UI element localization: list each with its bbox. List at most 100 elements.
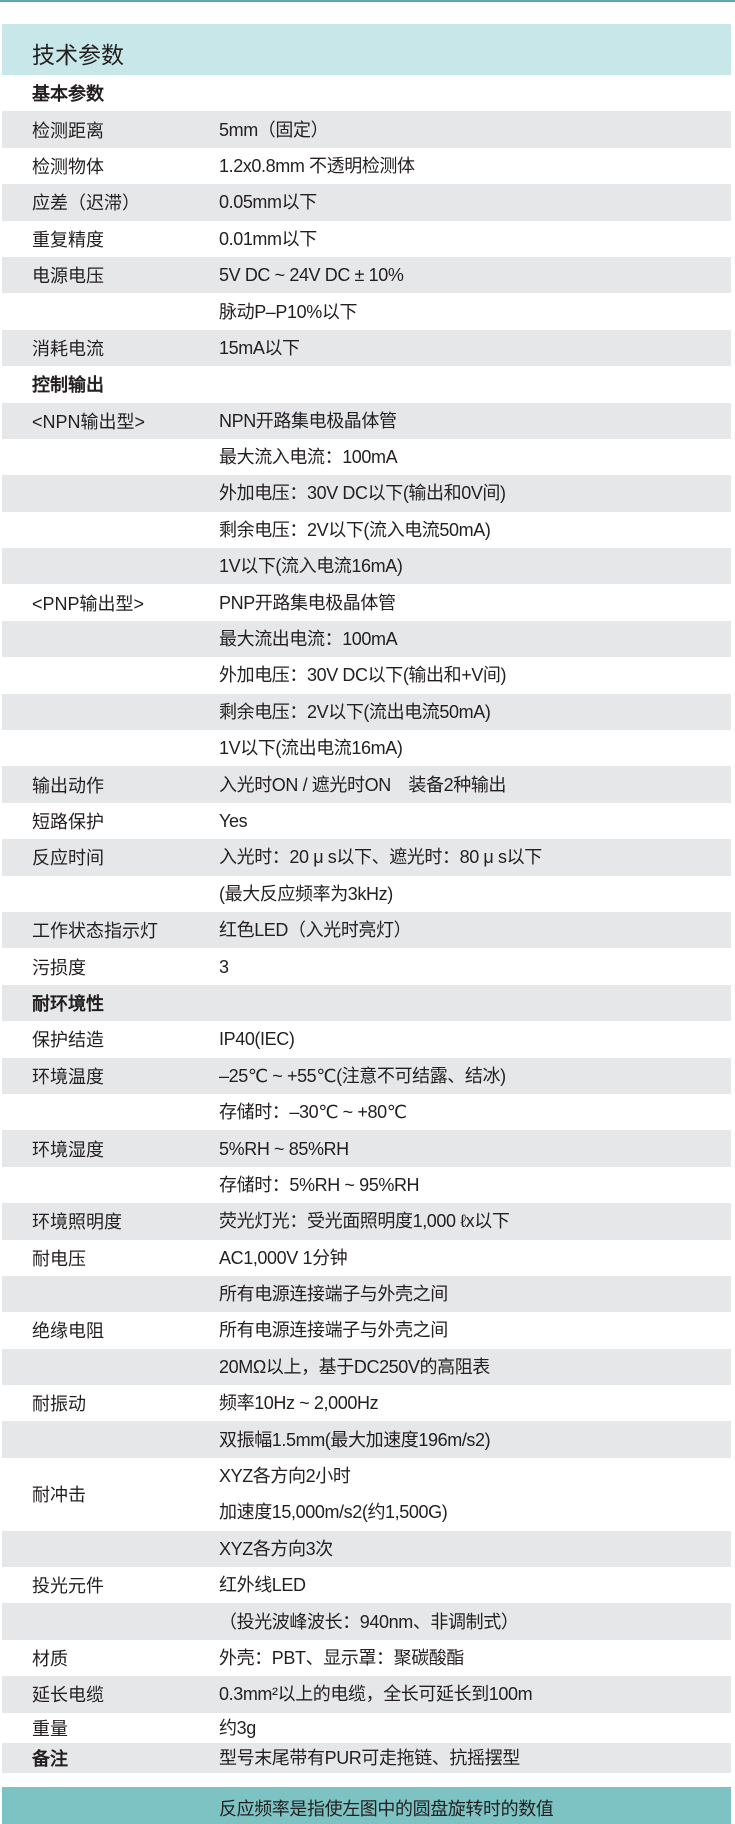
spec-value: 15mA以下 [219, 330, 300, 366]
spec-value-line: PNP开路集电极晶体管 [219, 592, 396, 613]
section-row: 基本参数 [2, 75, 731, 111]
section-title: 基本参数 [32, 84, 104, 105]
section-row: 耐环境性 [2, 984, 731, 1022]
spec-value-line: 20MΩ以上，基于DC250V的高阻表 [219, 1356, 490, 1377]
spec-label: 材质 [32, 1649, 68, 1669]
spec-row: 双振幅1.5mm(最大加速度196m/s2) [2, 1421, 731, 1458]
spec-row: 电源电压 5V DC ~ 24V DC ± 10% [2, 256, 731, 294]
spec-row: 耐冲击 XYZ各方向2小时 加速度15,000m/s2(约1,500G) [2, 1458, 731, 1531]
spec-value: 频率10Hz ~ 2,000Hz [219, 1385, 379, 1421]
spec-row: 存储时：5%RH ~ 95%RH [2, 1167, 731, 1203]
spec-value: 红色LED（入光时亮灯） [219, 912, 412, 948]
spec-row: 所有电源连接端子与外壳之间 [2, 1275, 731, 1313]
spec-value-line: 剩余电压：2V以下(流入电流50mA) [219, 519, 491, 540]
spec-value-line: 最大流入电流：100mA [219, 447, 398, 468]
spec-row: 耐振动 频率10Hz ~ 2,000Hz [2, 1385, 731, 1421]
spec-label: 短路保护 [32, 812, 104, 832]
footer-note-bar: 反应频率是指使左图中的圆盘旋转时的数值 [2, 1787, 731, 1824]
section-title: 备注 [32, 1748, 68, 1769]
spec-label: 应差（迟滞） [32, 193, 140, 214]
spec-value-line: （投光波峰波长：940nm、非调制式） [219, 1611, 519, 1632]
spec-value: XYZ各方向2小时 加速度15,000m/s2(约1,500G) [219, 1458, 448, 1531]
spec-row: 最大流出电流：100mA [2, 620, 731, 658]
spec-value-line: 脉动P–P10%以下 [219, 301, 358, 322]
spec-value: 最大流出电流：100mA [219, 621, 398, 657]
spec-value-line: NPN开路集电极晶体管 [219, 410, 397, 431]
spec-row: 输出动作 入光时ON / 遮光时ON 装备2种输出 [2, 766, 731, 803]
spec-value-line: 5mm（固定） [219, 119, 329, 140]
spec-row: 消耗电流 15mA以下 [2, 329, 731, 367]
spec-value-line: 双振幅1.5mm(最大加速度196m/s2) [219, 1429, 491, 1450]
spec-label: 环境温度 [32, 1066, 104, 1087]
spec-value: 0.01mm以下 [219, 221, 317, 257]
spec-row: 应差（迟滞） 0.05mm以下 [2, 184, 731, 221]
spec-value: 1.2x0.8mm 不透明检测体 [219, 148, 415, 184]
spec-value-line: 最大流出电流：100mA [219, 629, 398, 650]
spec-row: 脉动P–P10%以下 [2, 293, 731, 329]
spec-row: XYZ各方向3次 [2, 1530, 731, 1568]
spec-value: 所有电源连接端子与外壳之间 [219, 1312, 448, 1348]
spec-label: 污损度 [32, 957, 86, 978]
spec-label: 检测物体 [32, 156, 104, 177]
spec-value: 5mm（固定） [219, 111, 329, 147]
spec-table: 基本参数检测距离 5mm（固定） 检测物体 1.2x0.8mm 不透明检测体应差（迟滞… [2, 75, 731, 1773]
spec-value: 外壳：PBT、显示罩：聚碳酸酯 [219, 1640, 464, 1676]
spec-value: 0.05mm以下 [219, 184, 317, 220]
spec-value: 约3g [219, 1713, 256, 1743]
spec-value-line: (最大反应频率为3kHz) [219, 883, 393, 904]
spec-value-line: 红外线LED [219, 1575, 306, 1596]
spec-value-line: 外壳：PBT、显示罩：聚碳酸酯 [219, 1648, 465, 1668]
spec-row: 外加电压：30V DC以下(输出和0V间) [2, 475, 731, 512]
spec-label: 重量 [32, 1718, 68, 1739]
spec-row: 污损度 3 [2, 948, 731, 984]
spec-row: 存储时：–30℃ ~ +80℃ [2, 1094, 731, 1130]
spec-row: 剩余电压：2V以下(流入电流50mA) [2, 512, 731, 548]
spec-value-line: 存储时：–30℃ ~ +80℃ [219, 1102, 407, 1123]
spec-value-line: XYZ各方向2小时 [219, 1466, 351, 1487]
spec-value: PNP开路集电极晶体管 [219, 584, 396, 620]
spec-value-line: 1.2x0.8mm 不透明检测体 [219, 155, 415, 176]
spec-value-line: 15mA以下 [219, 337, 300, 358]
spec-label: <PNP输出型> [32, 593, 145, 614]
spec-label: 检测距离 [32, 120, 104, 141]
spec-row: 保护结造 IP40(IEC) [2, 1021, 731, 1057]
spec-row: 外加电压：30V DC以下(输出和+V间) [2, 657, 731, 693]
spec-row: 剩余电压：2V以下(流出电流50mA) [2, 693, 731, 731]
spec-value-line: 所有电源连接端子与外壳之间 [219, 1320, 448, 1341]
spec-label: 绝缘电阻 [32, 1321, 104, 1342]
spec-value: 剩余电压：2V以下(流出电流50mA) [219, 694, 491, 730]
top-accent-line [0, 0, 735, 2]
spec-value: 入光时ON / 遮光时ON 装备2种输出 [219, 766, 506, 802]
spec-value: (最大反应频率为3kHz) [219, 876, 393, 912]
spec-label: 耐振动 [32, 1394, 86, 1415]
spec-value: 入光时：20 μ s以下、遮光时：80 μ s以下 [219, 839, 542, 875]
spec-label: <NPN输出型> [32, 411, 146, 432]
spec-value-line: 0.01mm以下 [219, 228, 317, 249]
spec-value: 存储时：–30℃ ~ +80℃ [219, 1094, 407, 1130]
spec-value: AC1,000V 1分钟 [219, 1240, 348, 1276]
spec-value-line: 频率10Hz ~ 2,000Hz [219, 1393, 379, 1414]
spec-row: 环境湿度 5%RH ~ 85%RH [2, 1130, 731, 1167]
spec-value-line: 0.05mm以下 [219, 192, 317, 213]
footer-note: 反应频率是指使左图中的圆盘旋转时的数值 [219, 1799, 554, 1819]
section-title: 控制输出 [32, 375, 104, 396]
spec-value: 20MΩ以上，基于DC250V的高阻表 [219, 1349, 490, 1385]
spec-label: 投光元件 [32, 1576, 104, 1597]
section-title: 耐环境性 [32, 993, 104, 1014]
spec-value: 0.3mm²以上的电缆，全长可延长到100m [219, 1676, 533, 1712]
spec-header: 技术参数 [2, 24, 731, 75]
spec-row: 20MΩ以上，基于DC250V的高阻表 [2, 1348, 731, 1386]
spec-value: 1V以下(流入电流16mA) [219, 548, 403, 584]
spec-value: 脉动P–P10%以下 [219, 293, 357, 329]
spec-row: 重量 约3g [2, 1713, 731, 1743]
spec-label: 保护结造 [32, 1030, 104, 1051]
spec-value: 存储时：5%RH ~ 95%RH [219, 1167, 420, 1203]
spec-label: 耐电压 [32, 1248, 86, 1269]
spec-row: 重复精度 0.01mm以下 [2, 221, 731, 257]
spec-label: 输出动作 [32, 775, 104, 796]
spec-value: XYZ各方向3次 [219, 1531, 333, 1567]
spec-value: 红外线LED [219, 1567, 306, 1603]
spec-row: 环境温度 –25℃ ~ +55℃(注意不可结露、结冰) [2, 1057, 731, 1094]
section-row: 控制输出 [2, 366, 731, 402]
spec-value-line: 1V以下(流出电流16mA) [219, 738, 403, 759]
